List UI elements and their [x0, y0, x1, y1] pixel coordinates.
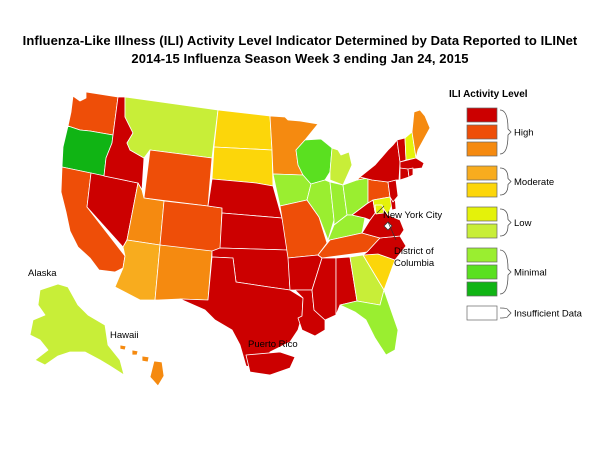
state-ME[interactable] — [411, 109, 431, 159]
dc-label-line1: District of — [394, 246, 434, 257]
dc-label-line2: Columbia — [394, 258, 435, 269]
state-HI[interactable] — [119, 344, 165, 387]
state-FL[interactable] — [339, 289, 399, 356]
map-subtitle: 2014-15 Influenza Season Week 3 ending J… — [131, 51, 469, 66]
legend-swatch-level-10 — [466, 107, 498, 123]
legend-bracket — [499, 249, 512, 295]
legend-bracket — [499, 167, 512, 196]
state-AK[interactable] — [29, 283, 125, 376]
state-DC[interactable] — [383, 221, 393, 231]
state-KS[interactable] — [219, 212, 289, 251]
state-RI[interactable] — [407, 167, 414, 178]
puerto-rico-label: Puerto Rico — [248, 339, 298, 350]
alaska-label: Alaska — [28, 268, 57, 279]
legend-swatch-level-8 — [466, 141, 498, 157]
state-MI[interactable] — [329, 147, 353, 186]
legend-label-4: Insufficient Data — [514, 309, 583, 320]
legend-title: ILI Activity Level — [449, 89, 528, 100]
legend-label-1: Moderate — [514, 177, 554, 188]
state-TX[interactable] — [179, 256, 304, 371]
state-NY[interactable] — [359, 139, 401, 183]
legend-swatch-level-6 — [466, 182, 498, 198]
legend-label-3: Minimal — [514, 268, 547, 279]
hawaii-label: Hawaii — [110, 330, 139, 341]
legend-bracket — [499, 208, 512, 237]
state-WI[interactable] — [295, 138, 333, 185]
state-NM[interactable] — [154, 244, 213, 301]
state-NYC[interactable] — [374, 204, 385, 215]
state-WY[interactable] — [143, 149, 213, 207]
legend-swatch-level-3 — [466, 247, 498, 263]
legend-label-2: Low — [514, 218, 532, 229]
legend-swatch-level-9 — [466, 124, 498, 140]
state-ND[interactable] — [213, 109, 273, 151]
state-MT[interactable] — [124, 96, 219, 159]
legend-bracket — [499, 307, 512, 319]
state-PR[interactable] — [245, 351, 296, 376]
legend-swatch-level-5 — [466, 206, 498, 222]
legend-bracket — [499, 109, 512, 155]
state-AZ[interactable] — [114, 239, 161, 301]
legend-swatch-level-2 — [466, 264, 498, 280]
legend-swatch-level-7 — [466, 165, 498, 181]
nyc-label: New York City — [383, 210, 442, 221]
legend-swatch-level-1 — [466, 281, 498, 297]
legend: ILI Activity Level High Moderate Low Minima… — [449, 89, 583, 321]
map-title: Influenza-Like Illness (ILI) Activity Le… — [22, 33, 578, 48]
legend-swatch-level-4 — [466, 223, 498, 239]
legend-swatch-level-0 — [466, 305, 498, 321]
legend-label-0: High — [514, 128, 534, 139]
state-CT[interactable] — [399, 167, 410, 181]
state-IL[interactable] — [306, 179, 335, 241]
